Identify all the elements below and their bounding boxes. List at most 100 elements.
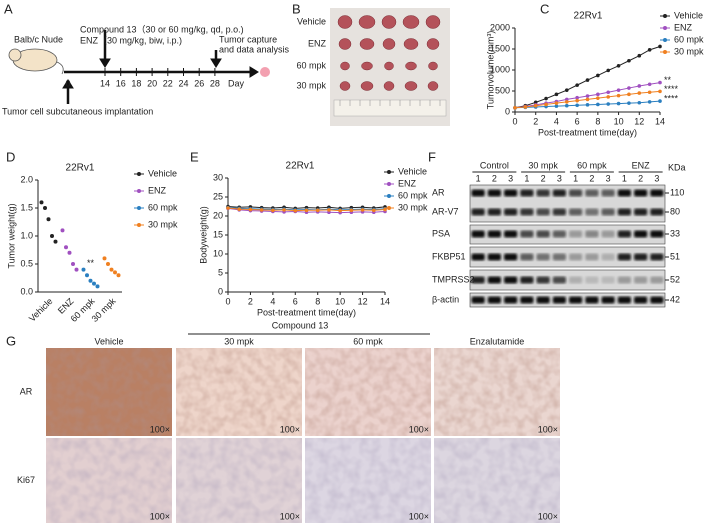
blot-band (487, 189, 501, 197)
data-point (575, 103, 579, 108)
tumor (340, 61, 350, 71)
y-tick-label: 0 (218, 286, 223, 296)
x-axis-label: Post-treatment time(day) (538, 127, 637, 137)
data-point (81, 267, 86, 272)
blot-band (487, 208, 501, 216)
mouse-icon (8, 48, 64, 75)
data-point (327, 208, 331, 212)
blot-band (536, 276, 550, 284)
data-point (554, 101, 559, 105)
panel-letter: C (540, 1, 549, 16)
timeline (62, 30, 270, 104)
data-point (637, 91, 642, 95)
data-point (616, 101, 621, 106)
x-tick-label: 12 (358, 296, 368, 306)
blot-band (569, 253, 583, 261)
magnification: 100× (538, 511, 558, 521)
blot-band (601, 276, 615, 284)
blot-band (536, 296, 550, 304)
group-label: ENZ (632, 160, 651, 170)
data-point (596, 102, 600, 107)
lane-number: 2 (492, 173, 497, 183)
x-tick-label: 2 (248, 296, 253, 306)
y-tick-label: 2.0 (20, 174, 33, 184)
x-tick-label: Vehicle (27, 296, 55, 324)
y-tick-label: 1.0 (20, 230, 33, 240)
y-tick-label: 30 (213, 172, 223, 182)
blot-band (601, 296, 615, 304)
panel-letter: F (428, 149, 436, 164)
data-point (575, 83, 579, 87)
tumor (359, 38, 375, 50)
ihc-texture (46, 438, 172, 523)
data-point (564, 97, 569, 102)
data-point (637, 84, 642, 88)
data-point (658, 99, 662, 103)
legend-label: Vehicle (398, 166, 427, 176)
data-point (60, 228, 65, 233)
lane-number: 2 (589, 173, 594, 183)
data-point (544, 102, 548, 107)
blot-band (617, 230, 631, 238)
group-label: 30 mpk (528, 160, 558, 170)
blot-band (650, 189, 664, 197)
column-label: 30 mpk (224, 336, 254, 346)
data-point (259, 208, 264, 212)
x-tick-label: 12 (634, 116, 644, 126)
significance: ** (87, 258, 95, 268)
y-axis-label: Tumor weight(g) (6, 203, 16, 268)
protein-label: AR (432, 187, 445, 197)
data-point (627, 92, 631, 97)
data-point (53, 239, 58, 244)
tumor (358, 15, 376, 29)
data-point (92, 281, 96, 286)
blot-band (634, 253, 648, 261)
data-point (106, 262, 110, 266)
blot-band (634, 208, 648, 216)
ihc-texture (176, 438, 302, 523)
y-tick-label: 15 (213, 229, 223, 239)
blot-band (634, 230, 648, 238)
blot-band (504, 189, 518, 197)
blot-band (504, 230, 518, 238)
x-tick-label: 8 (595, 116, 600, 126)
ihc-texture (305, 348, 431, 436)
blot-band (585, 276, 599, 284)
kda-label: KDa (668, 162, 686, 172)
day-tick: 18 (131, 78, 141, 88)
blot-band (569, 276, 583, 284)
data-point (67, 250, 72, 255)
column-label: 60 mpk (353, 336, 383, 346)
legend-label: ENZ (148, 185, 167, 195)
blot-band (520, 276, 534, 284)
blot-band (536, 230, 550, 238)
panel-letter: B (292, 1, 301, 16)
data-point (627, 58, 631, 63)
legend-label: 30 mpk (398, 202, 428, 212)
blot-band (634, 276, 648, 284)
data-point (564, 100, 569, 104)
y-tick-label: 20 (213, 210, 223, 220)
blot-band (585, 253, 599, 261)
blot-band (520, 230, 534, 238)
data-point (282, 208, 286, 212)
blot-band (552, 296, 566, 304)
data-point (248, 207, 253, 212)
blot-band (617, 296, 631, 304)
group-label: ENZ (308, 38, 327, 48)
x-tick-label: 6 (293, 296, 298, 306)
magnification: 100× (409, 511, 429, 521)
data-point (554, 104, 559, 108)
magnification: 100× (409, 424, 429, 434)
data-point (585, 94, 590, 98)
tumor (428, 61, 438, 71)
y-axis-label: Bodyweight(g) (198, 206, 208, 264)
blot-band (601, 189, 615, 197)
blot-band (650, 230, 664, 238)
blot-band (650, 253, 664, 261)
legend-marker (663, 50, 667, 54)
lane-number: 1 (476, 173, 481, 183)
data-point (606, 90, 611, 95)
blot-band (585, 208, 599, 216)
